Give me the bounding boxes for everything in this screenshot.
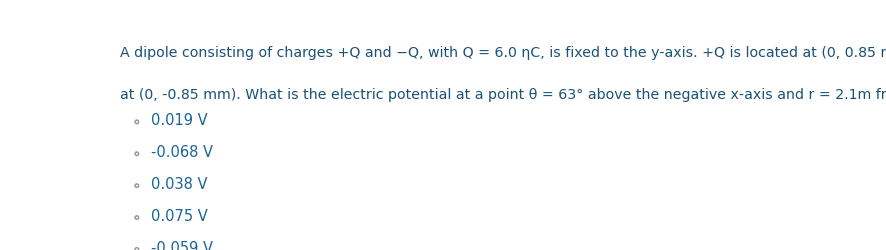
Text: 0.019 V: 0.019 V bbox=[151, 112, 207, 128]
Text: 0.075 V: 0.075 V bbox=[151, 208, 207, 223]
Text: -0.068 V: -0.068 V bbox=[151, 144, 213, 159]
Text: -0.059 V: -0.059 V bbox=[151, 240, 213, 250]
Text: 0.038 V: 0.038 V bbox=[151, 176, 207, 191]
Text: at (0, -0.85 mm). What is the electric potential at a point θ = 63° above the ne: at (0, -0.85 mm). What is the electric p… bbox=[120, 88, 886, 102]
Text: A dipole consisting of charges +Q and −Q, with Q = 6.0 ηC, is fixed to the y-axi: A dipole consisting of charges +Q and −Q… bbox=[120, 46, 886, 59]
